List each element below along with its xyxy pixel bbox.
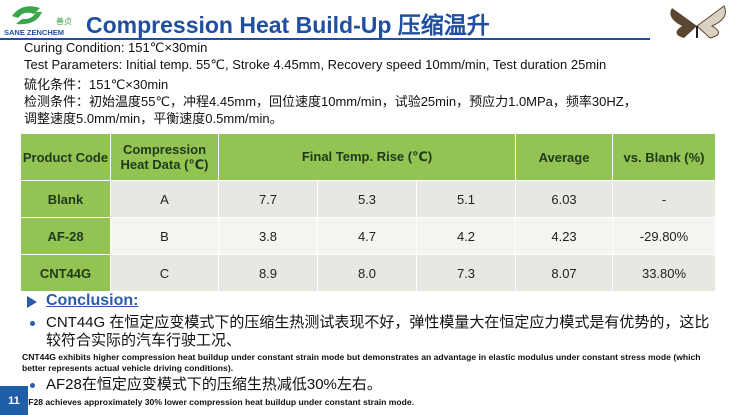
conclusion-note: AF28 achieves approximately 30% lower co… — [22, 397, 415, 407]
cell: -29.80% — [612, 217, 717, 255]
column-header: Compression Heat Data (℃) — [110, 133, 219, 181]
logo-mark — [16, 12, 42, 25]
logo: 善贞 SANE ZENCHEM — [4, 6, 72, 37]
cell: 5.3 — [317, 180, 417, 218]
bullet — [30, 321, 35, 326]
cell: A — [110, 180, 219, 218]
product-code: Blank — [20, 180, 111, 218]
condition-line: Curing Condition: 151℃×30min — [24, 40, 208, 55]
condition-line: Test Parameters: Initial temp. 55℃, Stro… — [24, 57, 607, 72]
bullet — [30, 383, 35, 388]
column-header: vs. Blank (%) — [612, 133, 717, 181]
cell: 4.2 — [415, 217, 517, 255]
table-row: CNT44G C 8.9 8.0 7.3 8.07 33.80% — [20, 254, 717, 292]
conclusion-heading: Conclusion: — [46, 292, 139, 309]
cell: 4.23 — [515, 217, 614, 255]
conclusion-text: CNT44G 在恒定应变模式下的压缩生热测试表现不好，弹性模量大在恒定应力模式是… — [46, 314, 710, 349]
column-header: Final Temp. Rise (℃) — [217, 133, 517, 181]
slide-title: Compression Heat Build-Up 压缩温升 — [86, 12, 490, 38]
column-header: Product Code — [20, 133, 111, 181]
wing — [696, 5, 726, 39]
condition-line: 硫化条件：151℃×30min — [24, 77, 169, 92]
cell: 8.0 — [317, 254, 417, 292]
wing — [670, 8, 697, 38]
butterfly — [670, 5, 726, 39]
cell: 6.03 — [515, 180, 614, 218]
product-code: CNT44G — [20, 254, 111, 292]
logo-cn: 善贞 — [56, 16, 72, 26]
cell: B — [110, 217, 219, 255]
cell: 7.3 — [415, 254, 517, 292]
title-rule — [0, 38, 650, 40]
cell: 8.07 — [515, 254, 614, 292]
cell: 4.7 — [317, 217, 417, 255]
cell: 33.80% — [612, 254, 717, 292]
logo-name: SANE ZENCHEM — [4, 28, 64, 37]
column-header: Average — [515, 133, 614, 181]
arrow-icon — [27, 296, 37, 308]
cell: - — [612, 180, 717, 218]
table-row: Blank A 7.7 5.3 5.1 6.03- — [20, 180, 717, 218]
table-row: AF-28 B 3.8 4.7 4.2 4.23 -29.80% — [20, 217, 717, 255]
condition-line: 检测条件：初始温度55℃，冲程4.45mm，回位速度10mm/min，试验25m… — [24, 94, 637, 109]
cell: 5.1 — [415, 180, 517, 218]
cell: 7.7 — [218, 180, 318, 218]
condition-line: 调整速度5.0mm/min，平衡速度0.5mm/min。 — [24, 111, 283, 126]
logo-mark — [12, 6, 40, 18]
header-row: Product Code Compression Heat Data (℃) Fin… — [20, 133, 717, 181]
cell: 3.8 — [218, 217, 318, 255]
conclusion-note: CNT44G exhibits higher compression heat … — [22, 352, 701, 373]
page-number: 11 — [0, 386, 28, 415]
result-table: Product Code Compression Heat Data (℃) Fin… — [20, 133, 717, 292]
cell: 8.9 — [218, 254, 318, 292]
product-code: AF-28 — [20, 217, 111, 255]
conclusion-text: AF28在恒定应变模式下的压缩生热减低30%左右。 — [46, 376, 382, 393]
cell: C — [110, 254, 219, 292]
